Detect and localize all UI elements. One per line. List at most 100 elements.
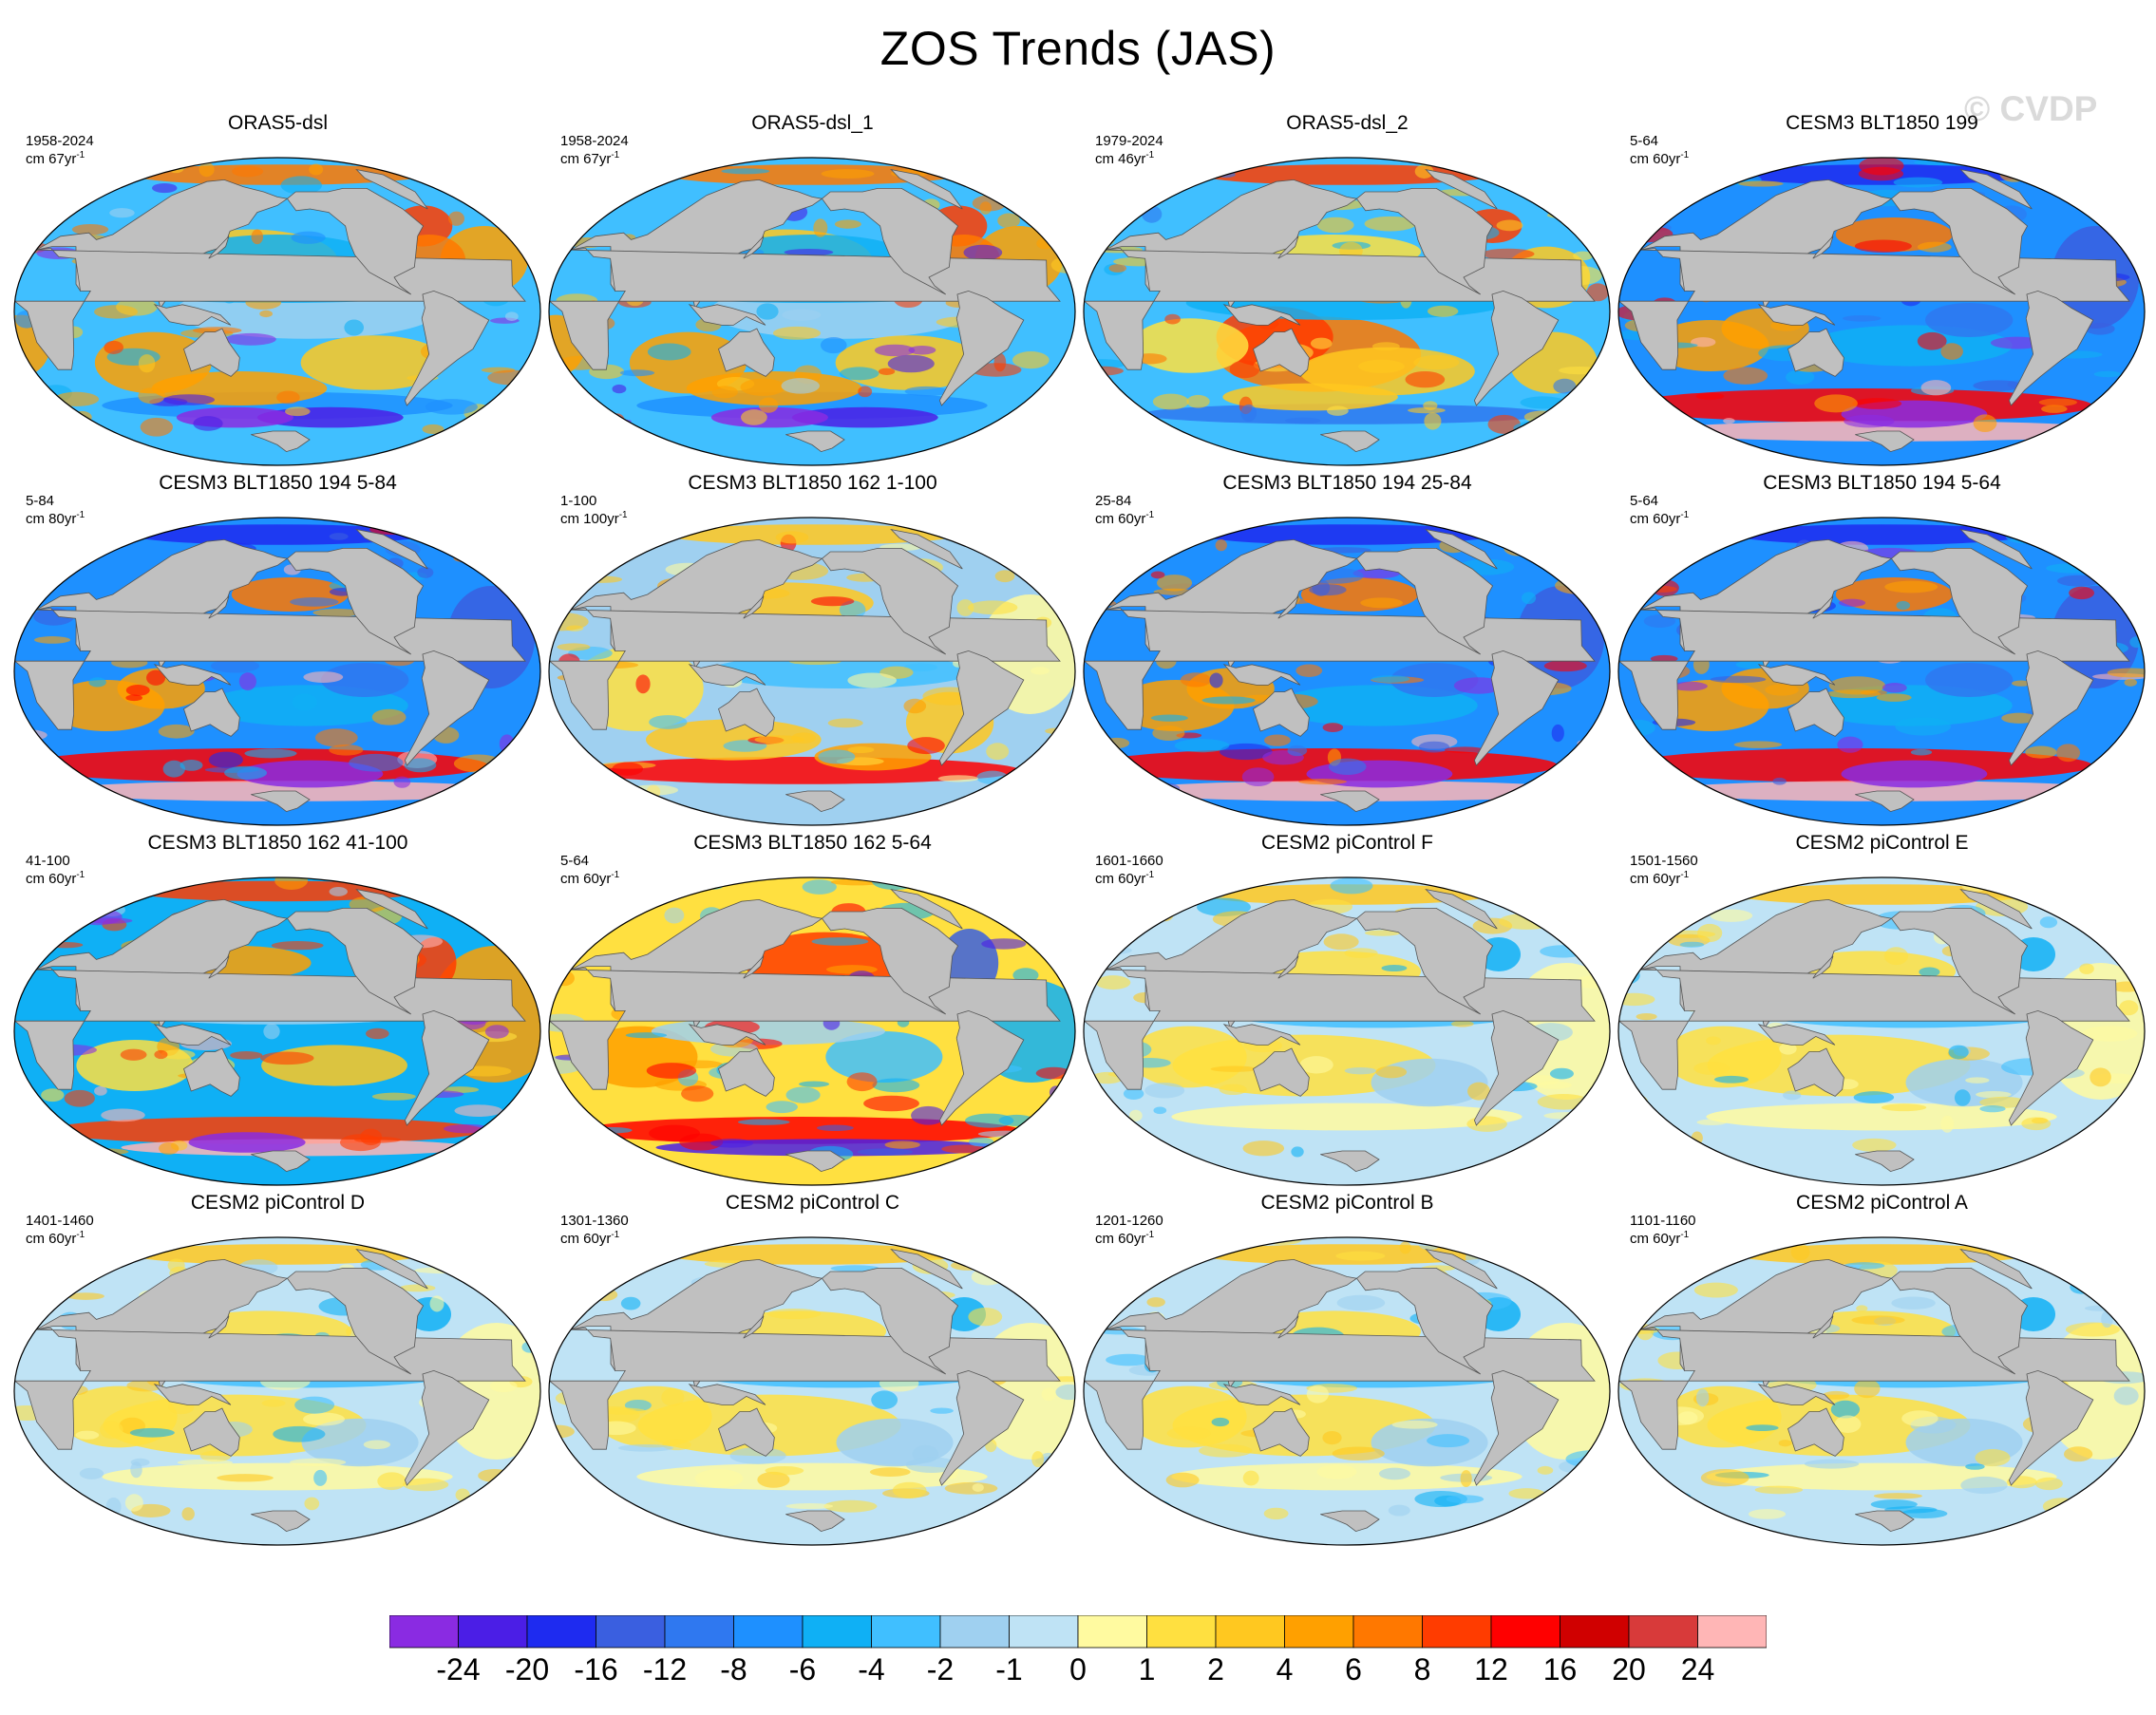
map-panel: CESM3 BLT1850 194 5-84 5-84 cm 80yr-1 [10, 472, 545, 833]
colorbar-swatch [1490, 1615, 1560, 1649]
panel-years: 1979-2024 [1095, 133, 1163, 149]
panel-years: 1958-2024 [560, 133, 629, 149]
colorbar-swatch [1352, 1615, 1423, 1649]
colorbar-tick-label: -4 [858, 1652, 885, 1687]
map-panel: ORAS5-dsl_2 1979-2024 cm 46yr-1 [1080, 112, 1615, 473]
panel-years: 1401-1460 [26, 1213, 94, 1229]
panel-units: cm 60yr-1 [1630, 510, 1690, 527]
colorbar-tick-label: 0 [1069, 1652, 1087, 1687]
map-panel: CESM3 BLT1850 162 5-64 5-64 cm 60yr-1 [545, 832, 1080, 1193]
panel-years: 1601-1660 [1095, 853, 1163, 869]
colorbar-swatch [1560, 1615, 1630, 1649]
map-panel: CESM2 piControl B 1201-1260 cm 60yr-1 [1080, 1192, 1615, 1553]
panel-units: cm 60yr-1 [1630, 1230, 1690, 1247]
map-plot [1083, 876, 1611, 1186]
map-plot [13, 1236, 541, 1546]
panel-years: 1201-1260 [1095, 1213, 1163, 1229]
map-plot [13, 876, 541, 1186]
panel-years: 25-84 [1095, 493, 1132, 509]
colorbar-swatch [1146, 1615, 1217, 1649]
colorbar-tick-label: -16 [574, 1652, 618, 1687]
map-panel: CESM2 piControl F 1601-1660 cm 60yr-1 [1080, 832, 1615, 1193]
map-panel: CESM3 BLT1850 194 5-64 5-64 cm 60yr-1 [1615, 472, 2149, 833]
panel-years: 5-84 [26, 493, 55, 509]
colorbar-swatch [1422, 1615, 1492, 1649]
watermark: © CVDP [1964, 89, 2098, 128]
map-plot [1083, 517, 1611, 826]
colorbar-swatch [1628, 1615, 1698, 1649]
colorbar-swatch [1284, 1615, 1354, 1649]
colorbar-swatch [1697, 1615, 1767, 1649]
panel-years: 1958-2024 [26, 133, 94, 149]
panel-units: cm 46yr-1 [1095, 150, 1155, 167]
map-panel: CESM2 piControl C 1301-1360 cm 60yr-1 [545, 1192, 1080, 1553]
panel-title: CESM2 piControl F [1261, 832, 1433, 854]
map-panel: ORAS5-dsl_1 1958-2024 cm 67yr-1 [545, 112, 1080, 473]
colorbar-tick-label: 1 [1138, 1652, 1156, 1687]
map-panel: CESM3 BLT1850 162 1-100 1-100 cm 100yr-1 [545, 472, 1080, 833]
panel-title: CESM3 BLT1850 194 5-84 [159, 472, 397, 494]
colorbar-swatch [526, 1615, 596, 1649]
panel-units: cm 60yr-1 [1095, 1230, 1155, 1247]
colorbar-tick-label: -12 [642, 1652, 688, 1687]
colorbar-tick-label: 2 [1207, 1652, 1224, 1687]
panel-years: 5-64 [1630, 133, 1659, 149]
panel-units: cm 60yr-1 [1630, 870, 1690, 887]
panel-years: 5-64 [1630, 493, 1659, 509]
map-plot [1083, 1236, 1611, 1546]
colorbar-tick-label: -2 [926, 1652, 955, 1687]
colorbar-swatch [939, 1615, 1010, 1649]
colorbar-tick-label: -8 [720, 1652, 747, 1687]
panel-title: CESM2 piControl E [1795, 832, 1969, 854]
colorbar-tick-label: 6 [1345, 1652, 1362, 1687]
colorbar-swatch [1077, 1615, 1147, 1649]
map-panel: CESM2 piControl A 1101-1160 cm 60yr-1 [1615, 1192, 2149, 1553]
map-plot [1617, 517, 2146, 826]
panel-units: cm 100yr-1 [560, 510, 628, 527]
panel-units: cm 60yr-1 [1095, 870, 1155, 887]
colorbar-swatch [871, 1615, 941, 1649]
panel-title: CESM3 BLT1850 199 [1786, 112, 1978, 134]
map-plot [548, 876, 1076, 1186]
panel-units: cm 60yr-1 [560, 1230, 620, 1247]
map-panel: CESM3 BLT1850 162 41-100 41-100 cm 60yr-1 [10, 832, 545, 1193]
colorbar-tick-label: -20 [504, 1652, 550, 1687]
map-plot [548, 517, 1076, 826]
panel-title: CESM2 piControl B [1260, 1192, 1434, 1214]
colorbar-swatch [802, 1615, 872, 1649]
panel-units: cm 60yr-1 [1095, 510, 1155, 527]
map-plot [548, 1236, 1076, 1546]
panel-years: 1501-1560 [1630, 853, 1698, 869]
colorbar-tick-label: 24 [1680, 1652, 1715, 1687]
map-plot [1083, 157, 1611, 466]
panel-years: 1-100 [560, 493, 597, 509]
map-plot [1617, 157, 2146, 466]
colorbar-swatch [458, 1615, 528, 1649]
map-plot [13, 157, 541, 466]
panel-title: CESM3 BLT1850 162 41-100 [147, 832, 408, 854]
map-panel: CESM2 piControl E 1501-1560 cm 60yr-1 [1615, 832, 2149, 1193]
panel-title: CESM3 BLT1850 162 5-64 [693, 832, 932, 854]
panel-units: cm 60yr-1 [560, 870, 620, 887]
colorbar-tick-label: -6 [788, 1652, 817, 1687]
panel-title: CESM2 piControl D [190, 1192, 366, 1214]
colorbar [389, 1615, 1767, 1649]
figure-title: ZOS Trends (JAS) [879, 22, 1277, 75]
panel-units: cm 80yr-1 [26, 510, 85, 527]
map-panel: CESM3 BLT1850 194 25-84 25-84 cm 60yr-1 [1080, 472, 1615, 833]
panel-years: 1101-1160 [1630, 1213, 1696, 1229]
colorbar-tick-label: 20 [1612, 1652, 1646, 1687]
colorbar-swatch [389, 1615, 459, 1649]
map-panel: ORAS5-dsl 1958-2024 cm 67yr-1 [10, 112, 545, 473]
colorbar-tick-label: -1 [995, 1652, 1023, 1687]
map-plot [1617, 876, 2146, 1186]
panel-units: cm 60yr-1 [1630, 150, 1690, 167]
panel-title: CESM3 BLT1850 194 25-84 [1222, 472, 1472, 494]
panel-units: cm 67yr-1 [560, 150, 620, 167]
colorbar-swatch [733, 1615, 804, 1649]
colorbar-swatch [1009, 1615, 1079, 1649]
map-plot [548, 157, 1076, 466]
colorbar-swatch [1215, 1615, 1285, 1649]
panel-years: 41-100 [26, 853, 70, 869]
panel-title: CESM2 piControl A [1796, 1192, 1968, 1214]
